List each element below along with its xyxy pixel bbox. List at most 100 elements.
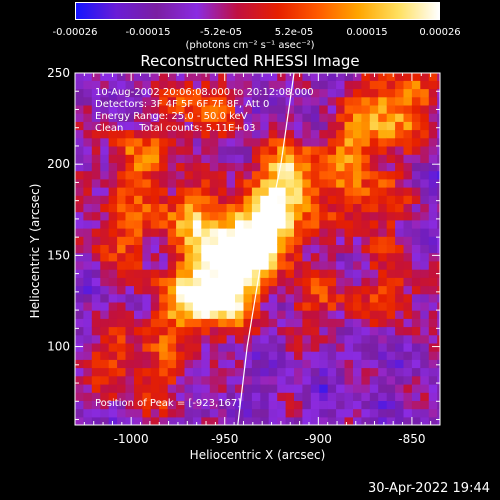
heatmap-cell xyxy=(437,146,440,155)
heatmap-cell xyxy=(192,113,202,122)
heatmap-cell xyxy=(395,318,405,328)
heatmap-cell xyxy=(108,96,118,106)
heatmap-cell xyxy=(117,228,127,237)
heatmap-cell xyxy=(201,416,211,425)
heatmap-cell xyxy=(277,277,287,287)
heatmap-cell xyxy=(310,252,320,262)
heatmap-cell xyxy=(411,310,421,319)
heatmap-cell xyxy=(150,269,160,278)
x-tick-label: -1000 xyxy=(114,432,149,446)
heatmap-cell xyxy=(83,301,93,311)
heatmap-cell xyxy=(235,384,244,393)
heatmap-cell xyxy=(310,211,320,221)
heatmap-cell xyxy=(176,269,186,278)
heatmap-cell xyxy=(285,367,295,377)
heatmap-cell xyxy=(235,203,244,213)
heatmap-cell xyxy=(251,137,261,147)
heatmap-cell xyxy=(176,400,186,410)
heatmap-cell xyxy=(167,195,177,204)
heatmap-cell xyxy=(150,367,160,377)
heatmap-cell xyxy=(209,228,219,237)
heatmap-cell xyxy=(184,236,194,245)
heatmap-cell xyxy=(83,334,93,344)
heatmap-cell xyxy=(142,285,152,295)
heatmap-cell xyxy=(428,73,438,81)
heatmap-cell xyxy=(420,326,430,336)
heatmap-cell xyxy=(184,228,194,237)
heatmap-cell xyxy=(75,137,84,147)
heatmap-cell xyxy=(420,351,430,360)
heatmap-cell xyxy=(184,121,194,131)
heatmap-cell xyxy=(209,269,219,278)
heatmap-cell xyxy=(277,375,287,385)
heatmap-cell xyxy=(150,80,160,90)
heatmap-cell xyxy=(428,178,438,188)
heatmap-cell xyxy=(336,113,346,122)
heatmap-cell xyxy=(361,285,371,295)
heatmap-cell xyxy=(285,277,295,287)
heatmap-cell xyxy=(420,408,430,418)
heatmap-cell xyxy=(310,277,320,287)
heatmap-cell xyxy=(378,269,388,278)
heatmap-cell xyxy=(310,121,320,131)
heatmap-cell xyxy=(361,260,371,270)
heatmap-cell xyxy=(336,318,346,328)
heatmap-cell xyxy=(159,129,169,139)
heatmap-cell xyxy=(395,285,405,295)
heatmap-cell xyxy=(226,113,236,122)
heatmap-cell xyxy=(134,252,143,262)
heatmap-cell xyxy=(386,326,396,336)
heatmap-cell xyxy=(361,96,371,106)
heatmap-cell xyxy=(117,211,127,221)
heatmap-cell xyxy=(327,187,337,196)
heatmap-cell xyxy=(302,301,312,311)
heatmap-cell xyxy=(437,367,440,377)
heatmap-cell xyxy=(336,96,346,106)
heatmap-cell xyxy=(108,260,118,270)
heatmap-cell xyxy=(327,137,337,147)
heatmap-cell xyxy=(159,359,169,369)
heatmap-cell xyxy=(91,96,101,106)
heatmap-cell xyxy=(302,73,312,81)
heatmap-cell xyxy=(192,277,202,287)
heatmap-cell xyxy=(378,334,388,344)
heatmap-cell xyxy=(142,170,152,180)
heatmap-cell xyxy=(428,400,438,410)
heatmap-cell xyxy=(125,203,135,213)
heatmap-cell xyxy=(167,301,177,311)
heatmap-cell xyxy=(411,392,421,401)
heatmap-cell xyxy=(294,359,303,369)
heatmap-cell xyxy=(403,244,413,254)
heatmap-cell xyxy=(277,351,287,360)
heatmap-cell xyxy=(226,318,236,328)
heatmap-cell xyxy=(251,162,261,172)
heatmap-cell xyxy=(403,228,413,237)
heatmap-cell xyxy=(319,277,329,287)
heatmap-cell xyxy=(159,121,169,131)
heatmap-cell xyxy=(403,236,413,245)
heatmap-cell xyxy=(395,408,405,418)
heatmap-cell xyxy=(167,326,177,336)
heatmap-cell xyxy=(209,293,219,303)
heatmap-cell xyxy=(353,342,362,352)
heatmap-cell xyxy=(395,178,405,188)
heatmap-cell xyxy=(386,137,396,147)
heatmap-cell xyxy=(327,236,337,245)
heatmap-cell xyxy=(403,285,413,295)
heatmap-cell xyxy=(91,392,101,401)
heatmap-cell xyxy=(310,244,320,254)
heatmap-cell xyxy=(319,310,329,319)
heatmap-cell xyxy=(117,162,127,172)
heatmap-cell xyxy=(167,228,177,237)
heatmap-cell xyxy=(268,252,278,262)
heatmap-cell xyxy=(91,146,101,155)
heatmap-cell xyxy=(336,351,346,360)
heatmap-cell xyxy=(176,277,186,287)
heatmap-cell xyxy=(294,293,303,303)
heatmap-cell xyxy=(353,400,362,410)
heatmap-cell xyxy=(268,384,278,393)
heatmap-cell xyxy=(310,416,320,425)
heatmap-cell xyxy=(395,416,405,425)
heatmap-cell xyxy=(395,104,405,114)
heatmap-cell xyxy=(344,178,354,188)
